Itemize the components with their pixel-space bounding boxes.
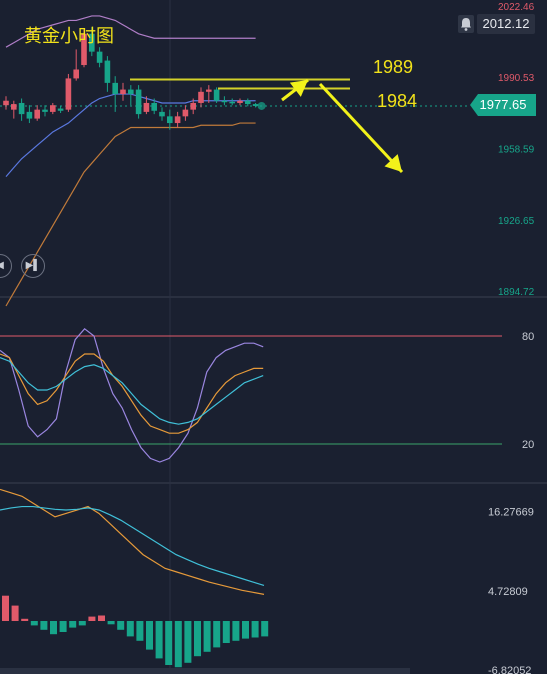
macd-histogram-bar [165,621,173,665]
macd-tick-label: 4.72809 [488,586,528,598]
macd-histogram-bar [11,605,19,621]
candle-body [73,69,79,79]
macd-histogram-bar [117,621,125,630]
candle-body [229,101,235,104]
candle-body [26,111,33,119]
macd-tick-label: 16.27669 [488,507,534,519]
macd-histogram-bar [194,621,201,657]
candle-body [11,104,17,110]
macd-histogram-bar [107,621,115,625]
kdj-series-line [0,357,264,425]
candle-body [245,100,251,105]
macd-tick-label: -6.82052 [488,665,531,674]
macd-histogram-bar [30,621,38,626]
nav-next-button[interactable]: ▶▌ [21,254,45,278]
macd-histogram-bar [213,621,221,648]
macd-histogram-bar [69,621,77,628]
candle-body [57,108,64,111]
arrow-down-shaft [318,82,404,174]
band-lower-line [5,122,256,307]
candle-body [128,89,134,95]
macd-series-line [0,505,265,587]
candle-body [104,60,111,83]
candle-body [159,111,165,117]
macd-histogram-bar [203,621,211,652]
macd-histogram-bar [40,621,48,630]
price-tick-label: 1958.59 [498,145,535,156]
candle-body [143,102,150,112]
macd-histogram-bar [242,621,249,639]
macd-histogram-bar [98,615,105,621]
annotation-1984: 1984 [377,91,418,111]
macd-histogram-bar [232,621,240,641]
macd-histogram-bar [2,595,9,621]
band-upper-line [5,15,256,48]
candle-body [182,109,189,117]
macd-histogram-bar [155,621,163,659]
kdj-series-line [0,353,264,434]
candle-body [65,78,72,110]
price-tick-label: 1926.65 [498,216,535,227]
macd-histogram-bar [59,621,67,632]
chart-title: 黄金小时图 [24,26,114,47]
macd-histogram-bar [136,621,144,641]
candle-body [213,89,220,101]
candle-body [252,104,259,106]
macd-histogram-bar [146,621,153,650]
macd-histogram-bar [222,621,230,643]
candle-body [120,89,126,95]
kdj-level-label: 20 [522,439,534,451]
macd-histogram-bar [261,621,269,637]
macd-series-line [0,488,265,595]
current-price-tag: 1977.65 [470,94,536,116]
bell-icon[interactable] [458,15,474,33]
price-tick-label: 1990.53 [498,73,535,84]
candle-body [34,109,40,119]
candle-body [3,100,9,106]
arrow-up-head [289,80,308,97]
candle-body [42,109,48,112]
candle-body [18,102,25,115]
annotation-1989: 1989 [373,57,414,77]
candle-body [167,116,173,124]
macd-histogram-bar [184,621,192,663]
kdj-series-line [0,327,264,463]
macd-histogram-bar [21,618,29,621]
candle-body [81,33,87,66]
macd-histogram-bar [126,621,134,637]
macd-histogram-bar [251,621,259,638]
candle-body [174,116,181,124]
candle-body [237,100,243,103]
kdj-level-label: 80 [522,331,534,343]
candle-body [96,51,103,63]
candle-body [151,102,157,111]
macd-histogram-bar [88,616,96,621]
candle-body [50,105,56,112]
arrow-down-head [384,154,402,172]
macd-histogram-bar [78,621,86,626]
candle-body [221,100,228,103]
candle-body [198,91,204,103]
candle-body [112,82,118,95]
candle-body [89,33,95,52]
candle-body [206,89,212,92]
price-tick-label: 1894.72 [498,287,535,298]
last-price-tag: 2012.12 [477,14,535,34]
candle-body [135,89,142,115]
candle-body [190,102,196,110]
macd-histogram-bar [174,621,182,668]
current-price-marker [257,101,266,110]
price-tick-label: 2022.46 [498,2,535,13]
macd-histogram-bar [50,621,57,635]
scroll-strip [0,668,410,674]
